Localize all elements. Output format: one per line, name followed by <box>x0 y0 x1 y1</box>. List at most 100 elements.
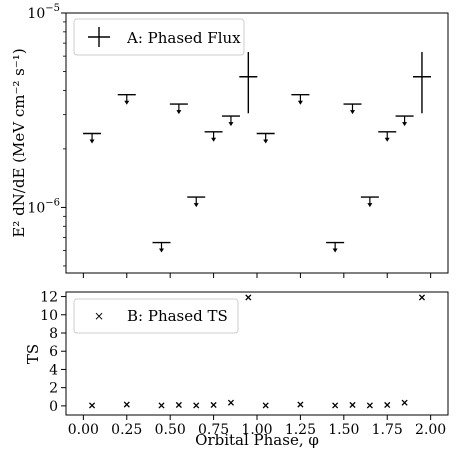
flux-x-ticks <box>82 273 432 278</box>
ts-y-tick-label: 0 <box>49 399 58 415</box>
ts-legend-label: B: Phased TS <box>127 307 228 325</box>
upper-limit-arrow <box>263 139 269 144</box>
ts-y-tick-label: 12 <box>40 290 58 306</box>
flux-legend-box <box>73 18 245 56</box>
upper-limit-marker <box>204 131 223 142</box>
upper-limit-marker <box>291 94 310 105</box>
upper-limit-marker <box>378 131 397 142</box>
ts-point-stroke <box>297 401 304 408</box>
upper-limit-arrow <box>89 139 95 144</box>
ts-point <box>366 402 373 409</box>
flux-y-axis-label: E² dN/dE (MeV cm⁻² s⁻¹) <box>10 48 28 237</box>
ts-legend-marker: × <box>94 309 104 323</box>
upper-limit-arrow <box>367 203 373 208</box>
ts-legend-box <box>73 298 239 334</box>
flux-y-tick-label: 10−5 <box>27 3 60 22</box>
ts-x-axis-label: Orbital Phase, φ <box>195 431 319 449</box>
ts-y-axis-label: TS <box>24 344 42 364</box>
ts-point <box>88 402 96 409</box>
ts-point <box>297 401 304 408</box>
ts-point-stroke <box>349 401 356 409</box>
ts-point <box>262 402 269 409</box>
ts-y-tick-label: 6 <box>49 344 58 360</box>
ts-x-tick-label: 0.25 <box>111 422 142 438</box>
ts-point <box>418 294 426 301</box>
ts-y-tick-label: 10 <box>40 308 58 324</box>
ts-point-stroke <box>332 402 339 409</box>
upper-limit-arrow <box>297 100 303 105</box>
detection-marker <box>239 52 258 114</box>
ts-y-axis: 0 2 4 6 8 10 12 <box>40 290 66 415</box>
upper-limit-arrow <box>211 137 217 142</box>
ts-point <box>384 401 391 409</box>
ts-point-stroke <box>245 294 252 301</box>
ts-x-tick-label: 0.50 <box>155 422 186 438</box>
ts-point-stroke <box>227 399 235 406</box>
flux-y-tick-label: 10−6 <box>27 197 60 216</box>
ts-point-stroke <box>210 401 217 409</box>
upper-limit-marker <box>83 132 102 144</box>
flux-marks <box>83 52 431 253</box>
upper-limit-arrow <box>228 122 234 127</box>
ts-point-stroke <box>175 401 182 409</box>
ts-y-tick-label: 2 <box>49 381 58 397</box>
ts-point-stroke <box>384 401 391 409</box>
ts-point-stroke <box>158 402 165 409</box>
upper-limit-marker <box>256 132 275 144</box>
ts-marks <box>88 294 426 409</box>
ts-point-stroke <box>366 402 373 409</box>
ts-y-tick-label: 4 <box>49 362 58 378</box>
upper-limit-arrow <box>159 248 164 253</box>
ts-point <box>227 399 235 406</box>
upper-limit-marker <box>152 241 171 253</box>
ts-point <box>158 402 165 409</box>
ts-point <box>245 294 252 301</box>
flux-legend-label: A: Phased Flux <box>126 29 241 47</box>
detection-marker <box>412 52 431 114</box>
ts-x-tick-label: 0.00 <box>68 422 99 438</box>
ts-point <box>401 399 408 406</box>
ts-point-stroke <box>418 294 426 301</box>
upper-limit-arrow <box>350 110 355 115</box>
ts-point <box>193 402 200 409</box>
ts-panel: 0 2 4 6 8 10 12 0.00 0.25 0.50 0.75 1.00 1.25 1.50 1.… <box>24 290 449 449</box>
upper-limit-marker <box>117 94 136 105</box>
ts-point-stroke <box>88 402 96 409</box>
upper-limit-arrow <box>193 203 199 208</box>
flux-legend-marker <box>88 27 110 47</box>
ts-x-axis: 0.00 0.25 0.50 0.75 1.00 1.25 1.50 1.75 2.00 <box>68 415 446 438</box>
flux-y-axis: 10−5 10−6 <box>27 3 66 267</box>
upper-limit-arrow <box>124 100 130 105</box>
ts-point <box>349 401 356 409</box>
upper-limit-marker <box>360 196 379 208</box>
ts-x-tick-label: 0.75 <box>198 422 229 438</box>
upper-limit-arrow <box>384 137 390 142</box>
ts-point <box>175 401 182 409</box>
ts-point <box>332 402 339 409</box>
upper-limit-marker <box>326 241 345 253</box>
upper-limit-marker <box>169 103 188 115</box>
ts-point-stroke <box>123 401 130 408</box>
upper-limit-marker <box>343 103 362 115</box>
ts-x-tick-label: 1.50 <box>328 422 359 438</box>
upper-limit-marker <box>395 115 414 127</box>
ts-x-tick-label: 1.00 <box>241 422 272 438</box>
ts-point-stroke <box>262 402 269 409</box>
ts-y-tick-label: 8 <box>49 326 58 342</box>
ts-legend: × B: Phased TS <box>73 298 239 334</box>
flux-panel: 10−5 10−6 E² dN/dE (MeV cm⁻² s⁻¹) A: Phas… <box>10 3 449 278</box>
upper-limit-marker <box>187 196 206 208</box>
upper-limit-marker <box>221 115 240 127</box>
upper-limit-arrow <box>176 110 182 115</box>
upper-limit-arrow <box>332 248 338 253</box>
ts-point-stroke <box>193 402 200 409</box>
ts-point <box>123 401 130 408</box>
upper-limit-arrow <box>402 122 408 127</box>
flux-legend: A: Phased Flux <box>73 18 245 56</box>
ts-x-tick-label: 2.00 <box>415 422 446 438</box>
ts-x-tick-label: 1.75 <box>372 422 403 438</box>
ts-x-tick-label: 1.25 <box>285 422 316 438</box>
ts-point <box>210 401 217 409</box>
ts-point-stroke <box>401 399 408 406</box>
